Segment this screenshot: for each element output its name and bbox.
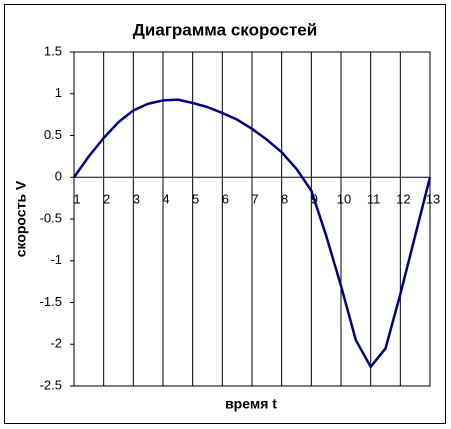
x-tick-label: 1 <box>73 192 80 207</box>
x-tick-label: 13 <box>426 192 440 207</box>
y-tick-label: -1 <box>50 252 62 267</box>
chart-title: Диаграмма скоростей <box>133 20 317 39</box>
y-axis-title: скорость V <box>13 180 29 257</box>
x-tick-label: 3 <box>133 192 140 207</box>
x-axis-title: время t <box>225 396 277 412</box>
x-tick-label: 12 <box>396 192 410 207</box>
y-tick-label: -0.5 <box>40 210 62 225</box>
y-tick-label: 1 <box>55 85 62 100</box>
x-tick-label: 6 <box>222 192 229 207</box>
x-tick-label: 10 <box>337 192 351 207</box>
y-tick-label: -2.5 <box>40 377 62 392</box>
y-tick-label: -2 <box>50 336 62 351</box>
x-tick-label: 4 <box>162 192 169 207</box>
chart-border <box>4 4 446 424</box>
y-tick-label: 0 <box>55 169 62 184</box>
x-tick-label: 7 <box>251 192 258 207</box>
x-tick-label: 2 <box>103 192 110 207</box>
x-tick-label: 5 <box>192 192 199 207</box>
y-tick-label: 0.5 <box>44 127 62 142</box>
y-tick-label: -1.5 <box>40 294 62 309</box>
x-tick-label: 8 <box>281 192 288 207</box>
y-tick-label: 1.5 <box>44 43 62 58</box>
series-line <box>72 98 432 369</box>
x-tick-label: 11 <box>367 192 381 207</box>
